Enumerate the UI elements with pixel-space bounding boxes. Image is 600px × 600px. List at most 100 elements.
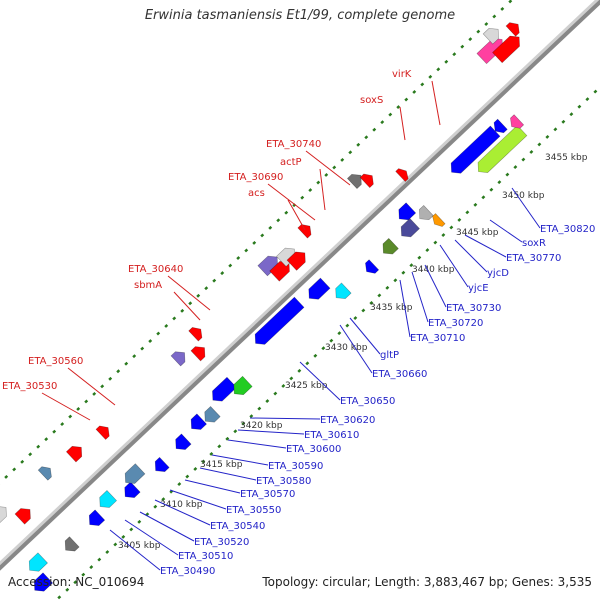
reverse-gene-arrow xyxy=(99,490,117,508)
tick-row-upper xyxy=(156,331,161,336)
reverse-gene-arrow xyxy=(308,277,331,300)
tick-row-upper xyxy=(332,165,337,170)
tick-row-lower xyxy=(297,368,302,373)
tick-row-upper xyxy=(404,97,409,102)
tick-row-upper xyxy=(268,225,273,230)
tick-row-upper xyxy=(492,14,497,19)
tick-row-upper xyxy=(180,308,185,313)
tick-row-lower xyxy=(377,293,382,298)
tick-row-upper xyxy=(244,248,249,253)
tick-row-upper xyxy=(396,105,401,110)
tick-row-upper xyxy=(196,293,201,298)
tick-row-lower xyxy=(185,474,190,479)
forward-gene-arrow xyxy=(359,173,374,189)
reverse-gene-arrow xyxy=(450,125,501,174)
tick-row-upper xyxy=(172,316,177,321)
kbp-label: 3420 kbp xyxy=(240,421,283,431)
reverse-label-leader xyxy=(424,264,447,308)
accession-text: Accession: NC_010694 xyxy=(8,575,145,589)
reverse-gene-label: ETA_30600 xyxy=(286,444,341,455)
reverse-gene-label: ETA_30510 xyxy=(178,551,233,562)
tick-row-lower xyxy=(465,210,470,215)
forward-gene-label: ETA_30530 xyxy=(2,381,57,392)
reverse-label-leader xyxy=(249,417,321,420)
reverse-gene-label: ETA_30620 xyxy=(320,415,375,426)
forward-gene-label: sbmA xyxy=(134,280,162,291)
tick-row-lower xyxy=(393,278,398,283)
tick-row-lower xyxy=(177,482,182,487)
reverse-label-leader xyxy=(411,271,429,323)
tick-row-upper xyxy=(108,376,113,381)
reverse-label-leader xyxy=(339,324,373,374)
forward-label-leader xyxy=(431,80,441,126)
kbp-label: 3445 kbp xyxy=(456,228,499,238)
reverse-gene-arrow xyxy=(212,376,238,402)
reverse-label-leader xyxy=(237,429,305,435)
tick-row-upper xyxy=(228,263,233,268)
tick-row-upper xyxy=(316,180,321,185)
tick-row-lower xyxy=(73,580,78,585)
tick-row-lower xyxy=(401,270,406,275)
reverse-gene-label: ETA_30720 xyxy=(428,318,483,329)
kbp-label: 3430 kbp xyxy=(325,343,368,353)
tick-row-upper xyxy=(92,391,97,396)
tick-row-lower xyxy=(321,346,326,351)
tick-row-upper xyxy=(484,22,489,26)
tick-row-lower xyxy=(489,187,494,192)
forward-gene-label: ETA_30640 xyxy=(128,264,183,275)
reverse-gene-label: ETA_30590 xyxy=(268,461,323,472)
reverse-gene-arrow xyxy=(28,552,48,572)
reverse-label-leader xyxy=(349,317,381,355)
tick-row-upper xyxy=(100,384,105,389)
reverse-gene-label: ETA_30730 xyxy=(446,303,501,314)
tick-row-lower xyxy=(521,157,526,162)
tick-row-lower xyxy=(241,421,246,426)
tick-row-lower xyxy=(441,233,446,237)
reverse-gene-arrow xyxy=(233,375,253,396)
tick-row-upper xyxy=(420,82,425,87)
reverse-gene-label: ETA_30520 xyxy=(194,537,249,548)
tick-row-upper xyxy=(324,173,329,177)
reverse-gene-label: ETA_30610 xyxy=(304,430,359,441)
tick-row-lower xyxy=(89,565,94,570)
tick-row-lower xyxy=(569,112,574,117)
kbp-label: 3440 kbp xyxy=(412,265,455,275)
tick-row-upper xyxy=(452,52,457,57)
tick-row-upper xyxy=(500,7,505,11)
topology-text: Topology: circular; Length: 3,883,467 bp… xyxy=(262,575,592,589)
tick-row-lower xyxy=(97,557,102,562)
tick-row-upper xyxy=(276,218,281,223)
tick-row-lower xyxy=(593,89,598,94)
tick-row-upper xyxy=(340,157,345,162)
tick-row-lower xyxy=(561,119,566,124)
forward-label-leader xyxy=(67,367,116,406)
reverse-label-leader xyxy=(299,361,341,401)
tick-row-lower xyxy=(105,550,110,554)
tick-row-upper xyxy=(76,407,81,411)
forward-label-leader xyxy=(173,291,201,321)
forward-gene-label: ETA_30560 xyxy=(28,356,83,367)
forward-gene-arrow xyxy=(297,224,312,239)
tick-row-lower xyxy=(473,202,478,207)
reverse-gene-label: ETA_30550 xyxy=(226,505,281,516)
tick-row-upper xyxy=(236,256,241,260)
tick-row-upper xyxy=(124,361,129,366)
tick-row-lower xyxy=(585,97,590,102)
tick-row-lower xyxy=(249,414,254,419)
forward-gene-arrow xyxy=(269,261,290,282)
reverse-label-leader xyxy=(211,454,269,466)
forward-gene-arrow xyxy=(482,28,499,45)
tick-row-lower xyxy=(353,316,358,320)
reverse-label-leader xyxy=(184,479,241,494)
reverse-label-leader xyxy=(154,499,211,526)
genome-title: Erwinia tasmaniensis Et1/99, complete ge… xyxy=(144,8,456,23)
tick-row-upper xyxy=(60,422,65,427)
tick-row-lower xyxy=(281,384,286,388)
forward-gene-arrow xyxy=(0,506,7,524)
reverse-gene-label: yjcD xyxy=(487,268,509,279)
tick-row-upper xyxy=(508,0,513,4)
forward-gene-label: virK xyxy=(392,69,412,80)
tick-row-lower xyxy=(337,331,342,336)
